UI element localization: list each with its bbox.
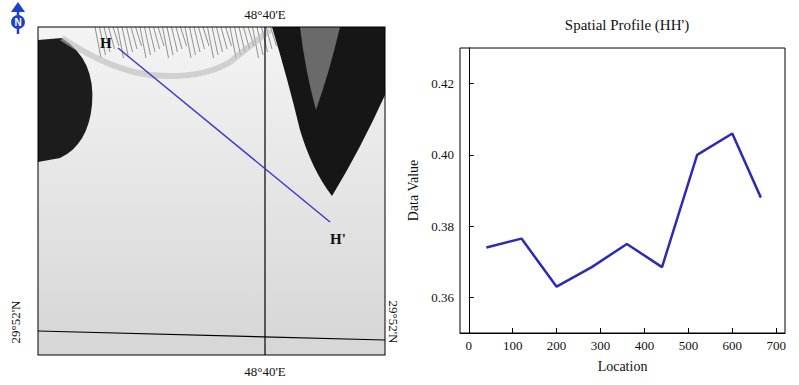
svg-text:100: 100 (503, 338, 523, 353)
svg-text:N: N (14, 17, 21, 28)
svg-text:700: 700 (766, 338, 786, 353)
svg-text:H': H' (330, 231, 346, 247)
svg-text:Data Value: Data Value (406, 160, 421, 222)
svg-text:500: 500 (679, 338, 699, 353)
svg-text:600: 600 (723, 338, 743, 353)
svg-text:300: 300 (591, 338, 611, 353)
svg-text:29°52'N: 29°52'N (386, 301, 400, 345)
svg-text:0.42: 0.42 (431, 76, 454, 91)
svg-text:Spatial Profile (HH'): Spatial Profile (HH') (565, 17, 689, 34)
svg-text:Location: Location (598, 359, 648, 374)
svg-text:0: 0 (466, 338, 473, 353)
svg-text:29°52'N: 29°52'N (8, 300, 23, 344)
svg-text:48°40'E: 48°40'E (244, 7, 286, 22)
svg-text:H: H (100, 35, 112, 51)
svg-text:400: 400 (635, 338, 655, 353)
svg-text:0.40: 0.40 (431, 147, 454, 162)
svg-text:0.38: 0.38 (431, 219, 454, 234)
svg-text:48°40'E: 48°40'E (244, 364, 286, 379)
svg-text:0.36: 0.36 (431, 290, 454, 305)
svg-text:200: 200 (547, 338, 567, 353)
